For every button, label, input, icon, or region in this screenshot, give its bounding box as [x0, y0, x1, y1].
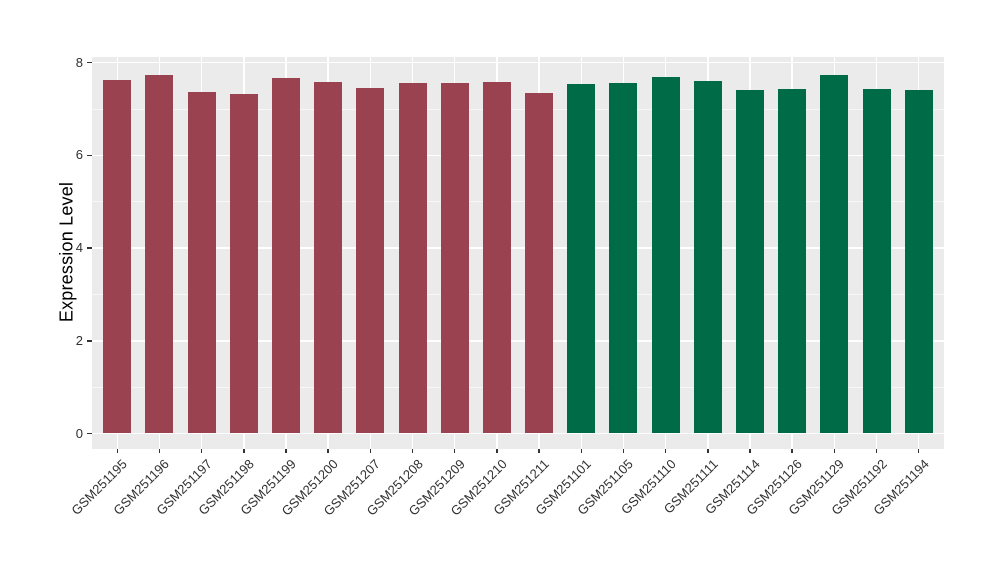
- y-tick-label: 2: [75, 332, 83, 348]
- x-tick-mark: [833, 449, 836, 453]
- x-tick-mark: [327, 449, 329, 453]
- x-tick-mark: [791, 449, 793, 453]
- gridline-major: [92, 432, 944, 435]
- x-tick-mark: [622, 449, 625, 453]
- y-tick-mark: [87, 154, 92, 157]
- gridline-minor: [92, 108, 944, 110]
- bar: [356, 88, 385, 434]
- x-tick-mark: [875, 449, 878, 453]
- gridline-major: [92, 340, 944, 342]
- bar: [187, 91, 216, 434]
- bar: [904, 89, 933, 434]
- gridline-major: [92, 154, 944, 157]
- y-tick-label: 8: [75, 54, 83, 70]
- bar: [398, 83, 427, 434]
- bar: [862, 89, 891, 434]
- bar: [778, 88, 807, 434]
- bar: [693, 80, 722, 434]
- bar: [525, 93, 554, 434]
- x-tick-mark: [664, 449, 667, 453]
- x-tick-mark: [917, 449, 920, 453]
- gridline-minor: [92, 201, 944, 203]
- x-tick-label: GSM251194: [870, 456, 932, 518]
- bar: [103, 79, 132, 434]
- y-tick-label: 4: [75, 240, 83, 256]
- bar: [145, 74, 174, 434]
- y-tick-mark: [87, 61, 92, 64]
- gridline-major: [92, 61, 944, 64]
- x-tick-mark: [538, 449, 540, 453]
- gridline-minor: [92, 386, 944, 388]
- bar: [272, 78, 301, 434]
- x-tick-mark: [116, 449, 119, 453]
- bar: [567, 84, 596, 434]
- plot-panel: [92, 57, 944, 449]
- x-tick-mark: [496, 449, 498, 453]
- bar: [482, 81, 511, 434]
- y-tick-mark: [87, 340, 92, 342]
- bar: [820, 74, 849, 434]
- x-tick-mark: [707, 449, 709, 453]
- x-tick-mark: [158, 449, 161, 453]
- x-tick-mark: [369, 449, 372, 453]
- y-tick-mark: [87, 432, 92, 435]
- bar: [609, 82, 638, 434]
- x-tick-mark: [411, 449, 414, 453]
- y-tick-label: 0: [75, 425, 83, 441]
- x-tick-mark: [453, 449, 456, 453]
- bar: [314, 81, 343, 434]
- bar: [229, 94, 258, 434]
- bar: [736, 90, 764, 434]
- x-tick-mark: [243, 449, 245, 453]
- x-tick-mark: [285, 449, 287, 453]
- x-tick-mark: [200, 449, 203, 453]
- bar: [651, 77, 680, 434]
- x-tick-mark: [749, 449, 751, 453]
- y-tick-label: 6: [75, 147, 83, 163]
- bar: [440, 83, 469, 434]
- gridline-minor: [92, 293, 944, 295]
- gridline-major: [92, 247, 944, 249]
- x-tick-mark: [580, 449, 583, 453]
- y-tick-mark: [87, 247, 92, 249]
